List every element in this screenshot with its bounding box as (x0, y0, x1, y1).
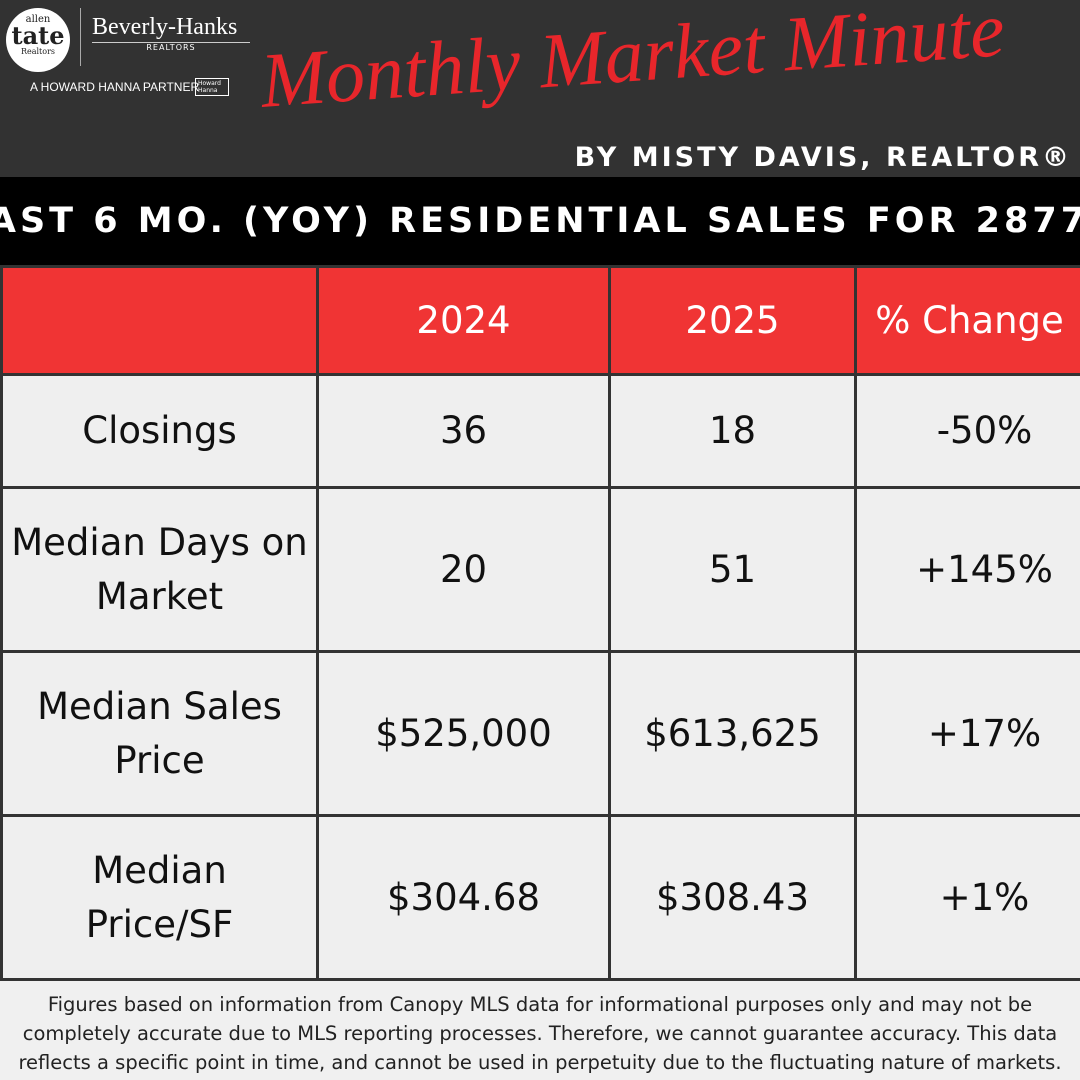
logo: allen tate Realtors (6, 8, 70, 72)
brand-sub: REALTORS (92, 42, 250, 52)
header-cell: 2024 (316, 265, 611, 376)
cell: $304.68 (316, 814, 611, 981)
disclaimer: Figures based on information from Canopy… (18, 993, 1062, 1074)
row: Median Sales Price $525,000 $613,625 +17% (0, 650, 1080, 817)
row-label: Median Sales Price (0, 650, 319, 817)
partner-logo: Howard Hanna (195, 78, 229, 96)
cell: 20 (316, 486, 611, 653)
cell: -50% (854, 373, 1080, 489)
table: 2024 2025% Change Closings 36 18 -50% Median … (0, 265, 1080, 981)
row-label-line: Market (95, 574, 224, 618)
row: Closings 36 18 -50% (0, 373, 1080, 489)
header-cell (0, 265, 319, 376)
cell: 18 (608, 373, 857, 489)
cell: 36 (316, 373, 611, 489)
row-label-line: Price (114, 738, 205, 782)
separator (80, 8, 81, 66)
cell: +1% (854, 814, 1080, 981)
cell: $308.43 (608, 814, 857, 981)
title: Monthly Market Minute (257, 0, 1008, 124)
cell: 51 (608, 486, 857, 653)
cell: +17% (854, 650, 1080, 817)
row: Median Days on Market 20 51 +145% (0, 486, 1080, 653)
row-label-line: Median Days on (11, 520, 308, 564)
logo-text: tate (11, 21, 65, 50)
row-label-line: Closings (82, 409, 237, 452)
logo-text: Realtors (20, 47, 56, 56)
row-label: Closings (0, 373, 319, 489)
header: allen tate Realtors Beverly-Hanks REALTO… (0, 0, 1080, 177)
row-label-line: Median Sales (37, 684, 282, 728)
logo-text: allen (25, 14, 51, 25)
row: Median Price/SF $304.68 $308.43 +1% (0, 814, 1080, 981)
header-cell: 2025 (608, 265, 857, 376)
row-label-line: Price/SF (85, 902, 234, 946)
brand: Beverly-Hanks (92, 14, 238, 40)
row-label: Median Days on Market (0, 486, 319, 653)
cell: +145% (854, 486, 1080, 653)
partner: A HOWARD HANNA PARTNER (30, 80, 200, 94)
byline: BY MISTY DAVIS, REALTOR® (574, 142, 1072, 173)
row-label-line: Median (92, 848, 227, 892)
header-row: 2024 2025% Change (0, 265, 1080, 376)
cell: $525,000 (316, 650, 611, 817)
banner: LAST 6 MO. (YOY) RESIDENTIAL SALES FOR 2… (0, 177, 1080, 265)
row-label: Median Price/SF (0, 814, 319, 981)
cell: $613,625 (608, 650, 857, 817)
header-cell: % Change (854, 265, 1080, 376)
